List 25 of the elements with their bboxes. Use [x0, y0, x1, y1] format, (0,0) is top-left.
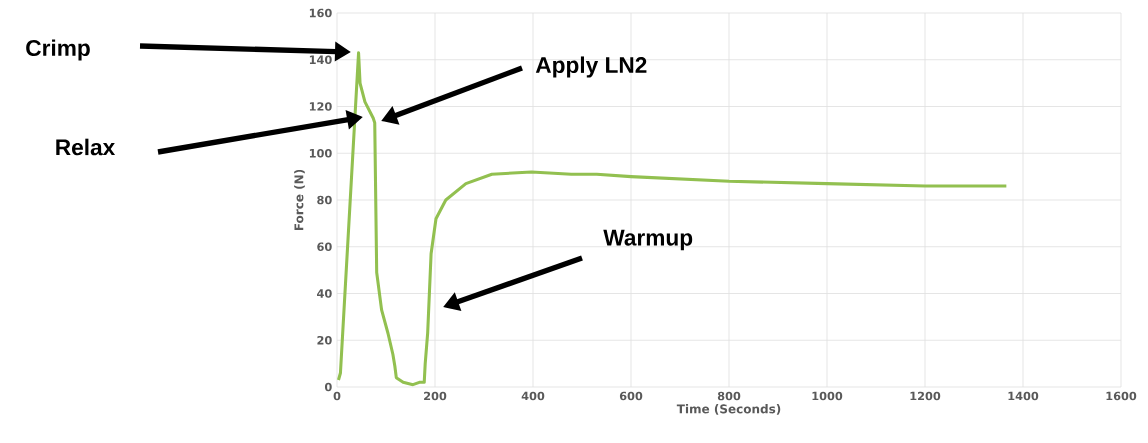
y-tick-label: 100: [309, 148, 332, 158]
x-tick-label: 600: [619, 391, 643, 401]
y-tick-label: 160: [309, 8, 332, 18]
x-axis-title: Time (Seconds): [676, 404, 781, 415]
y-tick-label: 120: [309, 102, 332, 111]
x-tick-label: 1200: [910, 391, 941, 401]
y-tick-label: 0: [324, 382, 332, 392]
x-tick-label: 800: [717, 391, 741, 401]
annotation: Warmup: [603, 229, 693, 251]
text: Relax: [56, 138, 116, 156]
x-tick-label: 1400: [1008, 391, 1039, 401]
x-tick-label: 200: [424, 391, 447, 401]
y-tick-label: 40: [317, 289, 332, 298]
annotation: Apply LN2: [535, 56, 647, 78]
x-tick-label: 1000: [812, 391, 843, 401]
x-tick-label: 400: [521, 391, 545, 401]
x-tick-label: 1600: [1106, 391, 1137, 401]
y-tick-label: 140: [309, 55, 332, 65]
x-tick-label: 0: [333, 391, 341, 401]
y-axis-title: Force (N): [294, 169, 305, 231]
y-tick-label: 20: [317, 335, 332, 345]
text: Crimp: [26, 39, 90, 61]
y-tick-label: 80: [317, 195, 332, 205]
line-series: [337, 51, 1008, 387]
y-tick-label: 60: [317, 242, 332, 252]
